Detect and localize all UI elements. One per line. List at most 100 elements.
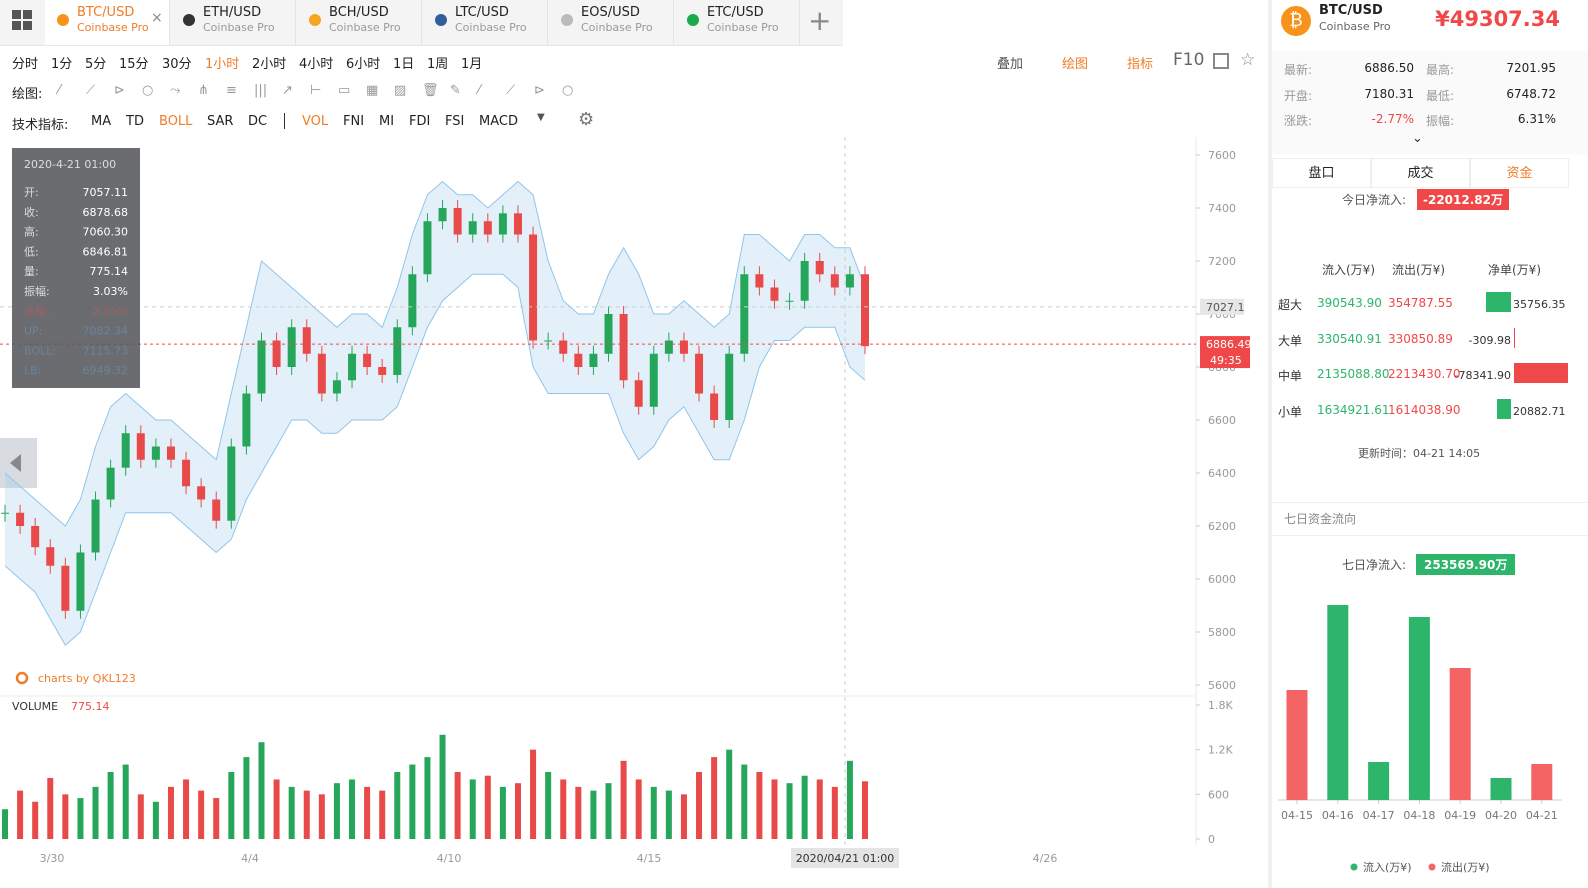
- x-cursor-box: [791, 848, 899, 868]
- interval[interactable]: 5分: [85, 57, 107, 72]
- indicator[interactable]: MA: [91, 114, 112, 129]
- indicator[interactable]: DC: [248, 114, 268, 129]
- interval[interactable]: 1月: [461, 57, 483, 72]
- band-lower: [4, 273, 866, 647]
- indicator[interactable]: MI: [379, 114, 395, 129]
- interval[interactable]: 1周: [427, 57, 449, 72]
- draw-tool[interactable]: ⤳: [170, 83, 181, 98]
- draw-tool[interactable]: ○: [562, 83, 574, 98]
- panel-tab[interactable]: 盘口: [1272, 158, 1371, 188]
- volume-bar: [680, 794, 687, 839]
- net-label: 今日净流入:: [1342, 193, 1407, 207]
- interval[interactable]: 30分: [162, 57, 192, 72]
- volume-bar: [303, 790, 310, 839]
- icon[interactable]: [1213, 53, 1229, 69]
- interval[interactable]: 1分: [51, 57, 73, 72]
- draw-tool[interactable]: ↗: [282, 83, 293, 98]
- tab-symbol[interactable]: LTC/USD: [455, 5, 509, 20]
- tab-symbol[interactable]: EOS/USD: [581, 5, 640, 20]
- table-header: 流出(万¥): [1392, 263, 1445, 277]
- indicator[interactable]: FNI: [343, 114, 365, 129]
- candle: [845, 274, 854, 288]
- volume-bar: [711, 757, 718, 839]
- volume-bar: [107, 772, 114, 839]
- indicator[interactable]: FSI: [445, 114, 465, 129]
- settings[interactable]: ⚙: [578, 109, 595, 130]
- volume-bar: [364, 786, 371, 839]
- indicator[interactable]: MACD: [479, 114, 518, 129]
- interval[interactable]: 2小时: [252, 57, 287, 72]
- candle: [710, 393, 719, 420]
- indicator[interactable]: SAR: [207, 114, 234, 129]
- stat-value: -2.77%: [1371, 112, 1414, 126]
- interval[interactable]: 6小时: [346, 57, 381, 72]
- draw-tool[interactable]: ⋔: [198, 83, 209, 98]
- toolbar-button[interactable]: 绘图: [1062, 57, 1089, 72]
- ticker-price: ¥49307.34: [1435, 7, 1560, 31]
- tab-icon: [561, 14, 573, 26]
- draw-tool[interactable]: ▭: [338, 83, 351, 98]
- draw-tool[interactable]: ⟋: [86, 83, 96, 98]
- draw-tool[interactable]: ○: [142, 83, 154, 98]
- indicator[interactable]: FDI: [409, 114, 431, 129]
- volume-bar: [801, 775, 808, 839]
- draw-tool[interactable]: 🗑: [422, 83, 439, 98]
- volume-bar: [484, 775, 491, 839]
- draw-tool[interactable]: ⁄: [58, 83, 61, 98]
- left-nav[interactable]: [0, 438, 37, 488]
- x-tick-label: 3/30: [40, 852, 65, 865]
- draw-tool[interactable]: ▦: [366, 83, 379, 98]
- candle: [363, 353, 372, 367]
- flow-bar: [1286, 690, 1308, 800]
- x-tick-label: 04-17: [1363, 809, 1395, 822]
- x-tick-label: 2020/04/21 01:00: [796, 852, 895, 865]
- menu-icon[interactable]: [12, 10, 32, 30]
- draw-tool[interactable]: ⟋: [506, 83, 516, 98]
- interval[interactable]: 15分: [119, 57, 149, 72]
- tab-symbol[interactable]: BTC/USD: [77, 5, 135, 20]
- candle: [197, 486, 206, 500]
- stat-value: 7201.95: [1506, 61, 1556, 75]
- volume-bar: [545, 772, 552, 839]
- volume-bar: [741, 764, 748, 839]
- candle: [785, 300, 794, 302]
- interval[interactable]: 1小时: [205, 57, 240, 72]
- expand[interactable]: ⌄: [1412, 131, 1423, 146]
- add-tab[interactable]: +: [808, 4, 832, 37]
- draw-tool[interactable]: ▨: [394, 83, 407, 98]
- tab-symbol[interactable]: ETH/USD: [203, 5, 262, 20]
- draw-tool[interactable]: ⊳: [114, 83, 125, 98]
- interval[interactable]: 4小时: [299, 57, 334, 72]
- panel-tab[interactable]: 成交: [1371, 158, 1470, 188]
- draw-tool[interactable]: ✎: [450, 83, 461, 98]
- draw-tool[interactable]: ⁄: [478, 83, 481, 98]
- draw-tool[interactable]: ≡: [226, 83, 237, 98]
- volume-bar: [530, 749, 537, 839]
- dropdown[interactable]: ▼: [537, 112, 545, 123]
- draw-tool[interactable]: ⊳: [534, 83, 545, 98]
- indicator[interactable]: BOLL: [159, 114, 193, 129]
- tab-symbol[interactable]: ETC/USD: [707, 5, 764, 20]
- tab-symbol[interactable]: BCH/USD: [329, 5, 389, 20]
- tab-close[interactable]: ×: [151, 10, 163, 26]
- flow-bar: [1327, 605, 1349, 800]
- interval[interactable]: 分时: [12, 57, 39, 72]
- x-tick-label: 4/15: [637, 852, 662, 865]
- toolbar-button[interactable]: 指标: [1127, 57, 1154, 72]
- indicator[interactable]: VOL: [302, 114, 329, 129]
- candle: [830, 274, 839, 288]
- interval[interactable]: 1日: [393, 57, 415, 72]
- draw-tool[interactable]: ⊢: [310, 83, 322, 98]
- candle: [559, 340, 568, 354]
- panel-tab[interactable]: 资金: [1470, 158, 1569, 188]
- icon[interactable]: ☆: [1240, 50, 1256, 70]
- toolbar-button[interactable]: F10: [1173, 50, 1205, 70]
- legend-label: 流入(万¥): [1363, 860, 1412, 874]
- candle: [589, 353, 598, 367]
- draw-tool[interactable]: |||: [254, 83, 268, 98]
- toolbar-button[interactable]: 叠加: [997, 57, 1024, 72]
- indicator[interactable]: TD: [126, 114, 144, 129]
- candle: [861, 274, 869, 347]
- candle: [664, 340, 673, 354]
- candle: [317, 353, 326, 394]
